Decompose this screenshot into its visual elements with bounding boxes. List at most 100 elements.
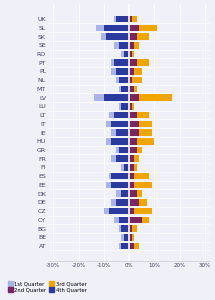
Bar	[132, 77, 142, 83]
Bar	[121, 225, 129, 232]
Bar	[114, 112, 129, 119]
Bar	[104, 94, 129, 101]
Bar	[129, 138, 137, 145]
Bar	[106, 121, 111, 127]
Bar	[134, 243, 139, 249]
Bar	[129, 94, 139, 101]
Bar	[121, 234, 124, 241]
Bar	[137, 147, 142, 153]
Bar	[129, 147, 137, 153]
Bar	[96, 25, 104, 31]
Bar	[94, 94, 104, 101]
Bar	[142, 217, 149, 223]
Bar	[104, 208, 109, 214]
Bar	[132, 225, 137, 232]
Bar	[139, 25, 157, 31]
Bar	[119, 86, 121, 92]
Bar	[134, 68, 142, 75]
Bar	[129, 51, 132, 57]
Bar	[129, 129, 139, 136]
Legend: 1st Quarter, 2nd Quarter, 3rd Quarter, 4th Quarter: 1st Quarter, 2nd Quarter, 3rd Quarter, 4…	[6, 279, 89, 294]
Bar	[106, 182, 111, 188]
Bar	[111, 138, 129, 145]
Bar	[119, 225, 121, 232]
Bar	[117, 68, 129, 75]
Bar	[129, 42, 134, 49]
Bar	[134, 173, 149, 179]
Bar	[111, 68, 117, 75]
Bar	[114, 217, 119, 223]
Bar	[129, 155, 134, 162]
Bar	[111, 129, 117, 136]
Bar	[117, 147, 119, 153]
Bar	[134, 42, 139, 49]
Bar	[134, 182, 152, 188]
Bar	[139, 121, 152, 127]
Bar	[139, 129, 152, 136]
Bar	[129, 86, 134, 92]
Bar	[129, 164, 134, 171]
Bar	[134, 164, 137, 171]
Bar	[129, 173, 134, 179]
Bar	[119, 217, 129, 223]
Bar	[129, 234, 132, 241]
Bar	[111, 59, 114, 66]
Bar	[129, 208, 134, 214]
Bar	[119, 147, 129, 153]
Bar	[129, 103, 132, 110]
Bar	[119, 77, 129, 83]
Bar	[121, 190, 129, 197]
Bar	[114, 16, 117, 22]
Bar	[117, 155, 129, 162]
Bar	[117, 190, 121, 197]
Bar	[111, 182, 129, 188]
Bar	[111, 173, 129, 179]
Bar	[117, 77, 119, 83]
Bar	[117, 129, 129, 136]
Bar	[121, 86, 129, 92]
Bar	[121, 243, 129, 249]
Bar	[129, 33, 137, 40]
Bar	[132, 234, 134, 241]
Bar	[129, 68, 134, 75]
Bar	[134, 208, 152, 214]
Bar	[111, 199, 117, 206]
Bar	[137, 138, 154, 145]
Bar	[129, 25, 139, 31]
Bar	[117, 199, 129, 206]
Bar	[129, 112, 137, 119]
Bar	[124, 234, 129, 241]
Bar	[132, 51, 134, 57]
Bar	[111, 121, 129, 127]
Bar	[134, 86, 137, 92]
Bar	[109, 112, 114, 119]
Bar	[119, 42, 129, 49]
Bar	[119, 103, 121, 110]
Bar	[124, 51, 129, 57]
Bar	[121, 51, 124, 57]
Bar	[129, 225, 132, 232]
Bar	[129, 217, 142, 223]
Bar	[114, 59, 129, 66]
Bar	[137, 190, 142, 197]
Bar	[124, 164, 129, 171]
Bar	[129, 190, 137, 197]
Bar	[101, 33, 106, 40]
Bar	[109, 173, 111, 179]
Bar	[132, 16, 137, 22]
Bar	[111, 155, 117, 162]
Bar	[117, 16, 129, 22]
Bar	[129, 121, 139, 127]
Bar	[114, 42, 119, 49]
Bar	[106, 138, 111, 145]
Bar	[121, 164, 124, 171]
Bar	[137, 59, 149, 66]
Bar	[129, 77, 132, 83]
Bar	[129, 199, 139, 206]
Bar	[119, 243, 121, 249]
Bar	[139, 94, 172, 101]
Bar	[137, 33, 149, 40]
Bar	[104, 25, 129, 31]
Bar	[137, 112, 149, 119]
Bar	[129, 182, 134, 188]
